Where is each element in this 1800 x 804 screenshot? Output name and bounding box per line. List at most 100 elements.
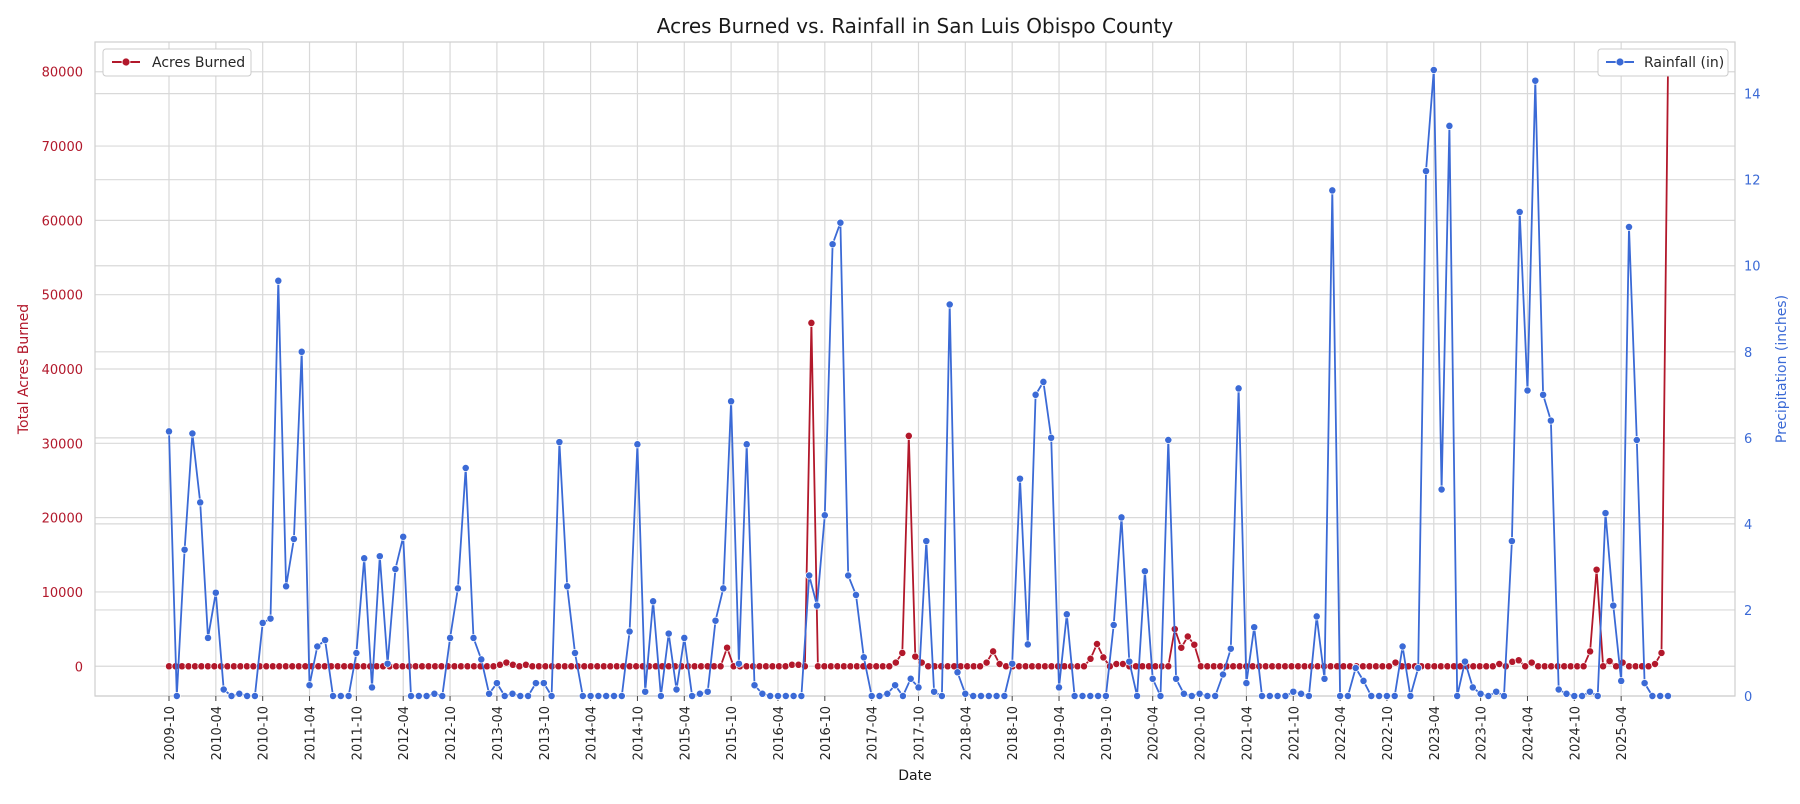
x-tick-label: 2023-04 — [1428, 706, 1443, 760]
x-tick-label: 2016-04 — [772, 706, 787, 760]
rain-point — [1172, 674, 1181, 683]
rain-point — [1187, 692, 1196, 700]
acres-point — [301, 662, 310, 671]
x-tick-label: 2016-10 — [819, 706, 834, 760]
rain-point — [1281, 692, 1290, 700]
acres-point — [580, 662, 589, 671]
rain-point — [1101, 692, 1110, 700]
rain-point — [906, 674, 915, 683]
x-tick-label: 2014-04 — [585, 706, 600, 760]
rain-point — [344, 692, 353, 700]
rain-point — [485, 689, 494, 698]
left-tick-label: 70000 — [42, 140, 83, 155]
rain-point — [789, 692, 798, 700]
rain-point — [578, 692, 587, 700]
acres-point — [1177, 643, 1186, 652]
acres-point — [1041, 662, 1049, 671]
acres-point — [865, 662, 874, 671]
acres-point — [165, 662, 173, 671]
x-tick-label: 2015-04 — [678, 706, 693, 760]
rain-point — [329, 692, 337, 700]
acres-point — [236, 662, 245, 671]
rain-point — [1156, 692, 1165, 700]
acres-point — [885, 662, 894, 671]
acres-point — [606, 662, 615, 671]
rain-point — [719, 584, 728, 593]
rain-point — [352, 649, 361, 657]
acres-point — [1521, 662, 1530, 671]
acres-point — [1093, 640, 1101, 648]
left-axis: 0 10000 20000 30000 40000 50000 60000 70000 8000… — [42, 66, 83, 676]
acres-point — [178, 662, 186, 671]
rain-point — [1601, 509, 1610, 518]
acres-point — [1586, 647, 1595, 656]
acres-point — [632, 662, 641, 671]
acres-point — [1235, 662, 1244, 671]
rain-point — [594, 692, 603, 700]
acres-point — [392, 662, 401, 671]
rain-point — [1078, 692, 1087, 700]
rain-point — [391, 565, 400, 574]
rain-point — [727, 397, 736, 406]
acres-point — [1592, 565, 1601, 574]
left-axis-label: Total Acres Burned — [16, 304, 32, 435]
acres-point — [937, 662, 946, 671]
rain-point — [859, 653, 868, 662]
x-tick-label: 2012-10 — [444, 706, 459, 760]
acres-point — [450, 662, 459, 671]
rain-point — [891, 681, 900, 690]
rain-point — [1312, 612, 1321, 621]
acres-point — [1547, 662, 1556, 671]
acres-point — [262, 662, 271, 671]
x-tick-label: 2023-10 — [1475, 706, 1490, 760]
x-tick-label: 2025-04 — [1615, 706, 1630, 760]
x-tick-label: 2017-10 — [913, 706, 928, 760]
rain-point — [586, 692, 595, 700]
acres-point — [560, 662, 569, 671]
rain-point — [1250, 623, 1259, 632]
acres-point — [775, 662, 783, 671]
acres-point — [1657, 648, 1666, 657]
rain-point — [1226, 644, 1235, 653]
rain-point — [1062, 610, 1071, 619]
rain-point — [649, 597, 658, 606]
acres-point — [275, 662, 284, 671]
acres-point — [281, 662, 290, 671]
rain-point — [243, 692, 252, 700]
rain-point — [844, 571, 853, 580]
rain-point — [914, 683, 923, 692]
rain-point — [1179, 689, 1188, 698]
rain-point — [211, 588, 220, 597]
acres-point — [333, 662, 342, 671]
plot-frame — [94, 41, 1736, 697]
acres-point — [463, 662, 472, 671]
acres-point — [1015, 662, 1024, 671]
acres-point — [697, 662, 706, 671]
rain-point — [774, 692, 782, 700]
rain-point — [1664, 692, 1672, 700]
rain-point — [703, 687, 712, 696]
rain-point — [1289, 687, 1298, 696]
acres-point — [457, 662, 465, 671]
acres-point — [508, 660, 517, 669]
acres-point — [1274, 662, 1283, 671]
rain-point — [828, 240, 837, 249]
rain-point — [1008, 659, 1017, 668]
acres-point — [1372, 662, 1380, 671]
rain-point — [1554, 685, 1563, 694]
rainfall-series — [165, 66, 1672, 700]
rain-point — [937, 692, 946, 700]
acres-point — [599, 662, 608, 671]
acres-point — [1196, 662, 1205, 671]
acres-point — [846, 662, 855, 671]
rain-point — [1320, 674, 1329, 683]
acres-point — [1248, 662, 1257, 671]
rain-point — [1016, 474, 1024, 483]
rain-point — [368, 683, 376, 692]
acres-point — [989, 647, 998, 656]
acres-point — [340, 662, 349, 671]
rain-point — [1617, 676, 1626, 685]
rain-point — [399, 532, 408, 541]
rain-point — [438, 692, 447, 700]
